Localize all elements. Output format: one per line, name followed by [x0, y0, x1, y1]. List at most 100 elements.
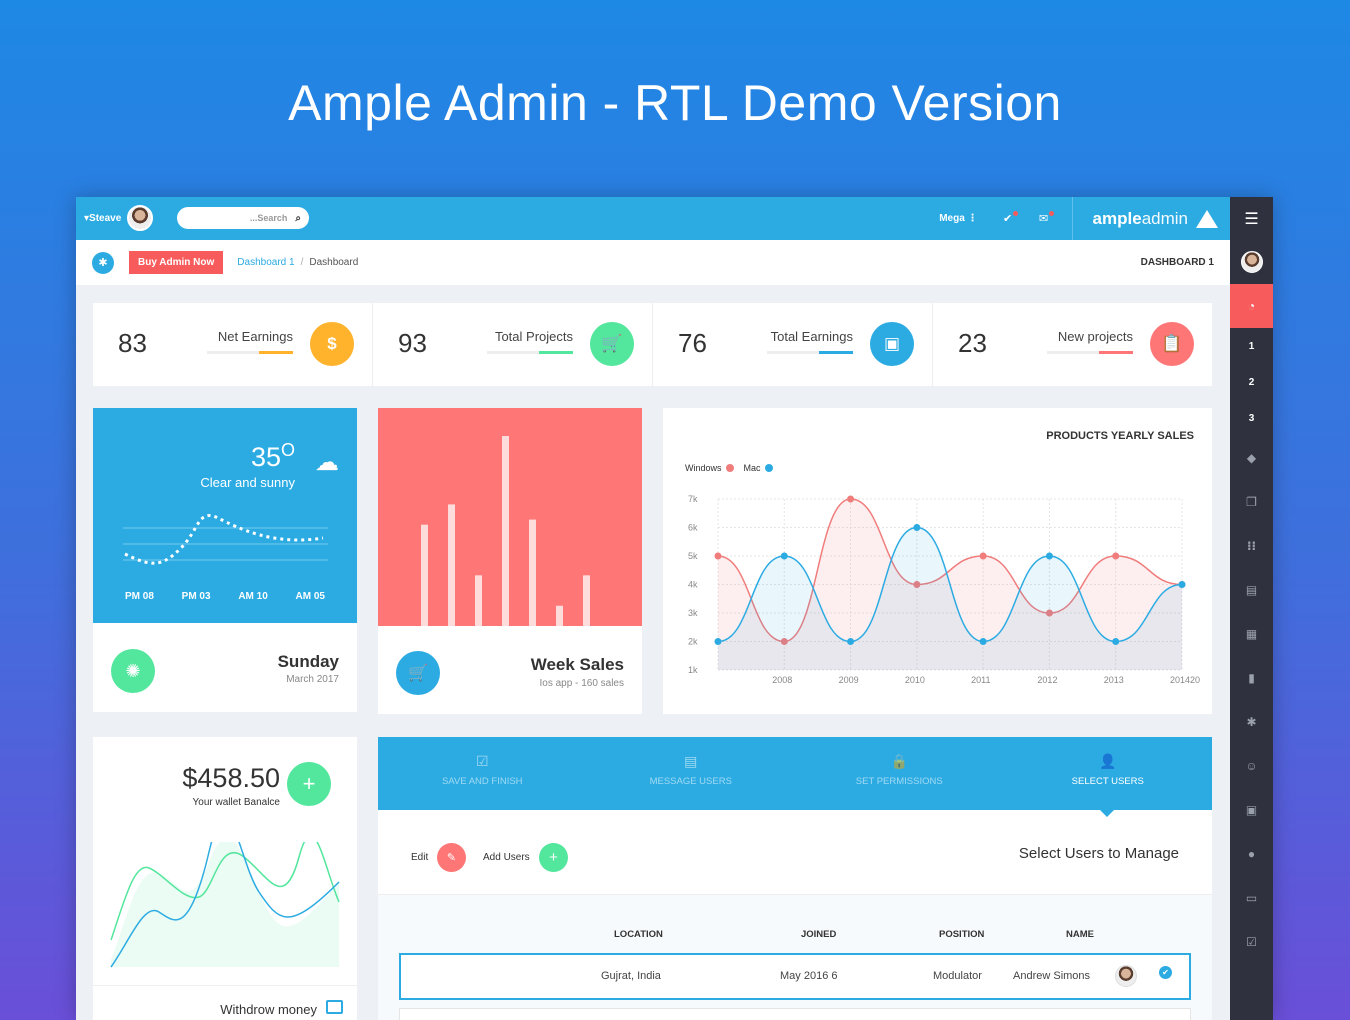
data-point-mac[interactable]	[913, 524, 921, 531]
paint-icon[interactable]: ◆	[1246, 451, 1257, 465]
chart-icon[interactable]: ▮	[1248, 671, 1255, 685]
data-point-windows[interactable]	[979, 552, 987, 560]
step-label: SAVE AND FINISH	[441, 776, 523, 787]
wallet-chart	[110, 842, 340, 968]
step-set-permissions[interactable]: 🔒 SET PERMISSIONS	[795, 737, 1004, 810]
copy-icon[interactable]: ❐	[1246, 495, 1257, 509]
data-point-mac[interactable]	[1178, 581, 1186, 588]
breadcrumb-current: Dashboard	[309, 257, 359, 268]
stat-net-earnings: 83 Net Earnings $	[93, 303, 373, 386]
sidebar-item-1[interactable]: 1	[1248, 340, 1255, 352]
calendar-icon[interactable]: ▭	[1245, 891, 1258, 905]
search-input[interactable]: ...Search ⌕	[177, 207, 309, 229]
data-point-mac[interactable]	[1112, 638, 1120, 645]
step-message-users[interactable]: ▤ MESSAGE USERS	[587, 737, 796, 810]
x-tick-label: 2012	[1037, 675, 1057, 685]
mega-menu[interactable]: Mega ⋮	[939, 213, 978, 224]
column-name[interactable]: NAME	[1066, 929, 1094, 940]
add-funds-button[interactable]: +	[287, 762, 331, 806]
x-tick-label: 2009	[839, 675, 859, 685]
mail-icon[interactable]: ✉	[1036, 210, 1054, 227]
data-point-windows[interactable]	[1112, 552, 1120, 560]
stat-label: Net Earnings	[217, 329, 293, 344]
table-row[interactable]: Gujrat, India May 2016 6 Modulator Andre…	[399, 953, 1191, 1000]
map-icon[interactable]: ▣	[1245, 803, 1258, 817]
smile-icon[interactable]: ☺	[1245, 759, 1258, 773]
legend-dot	[725, 464, 734, 472]
promo-title: Ample Admin - RTL Demo Version	[288, 75, 1062, 131]
data-point-mac[interactable]	[780, 552, 788, 560]
settings-button[interactable]: ✱	[92, 251, 114, 274]
data-point-mac[interactable]	[1045, 552, 1053, 560]
data-point-mac[interactable]	[714, 638, 722, 645]
data-point-windows[interactable]	[847, 495, 855, 503]
products-chart-card: 7k 6k 5k 4k 3k 2k 1k 2008 2009 2010 2011 2012 2013 20…	[663, 408, 1212, 714]
chart-legend: Windows Mac	[685, 463, 783, 473]
series-line-mac	[717, 526, 1183, 643]
series-area-mac	[718, 527, 1182, 670]
data-point-windows[interactable]	[714, 552, 722, 560]
data-point-mac[interactable]	[979, 638, 987, 645]
x-tick-label: 201420	[1170, 675, 1200, 685]
location-icon[interactable]: ●	[1247, 847, 1256, 861]
legend-dot	[764, 464, 773, 472]
wallet-caption: Your wallet Banalce	[192, 797, 280, 808]
sidebar-item-3[interactable]: 3	[1248, 412, 1255, 424]
apps-icon[interactable]: ⁝⁝	[1246, 539, 1257, 553]
clipboard-icon[interactable]: ▤	[1245, 583, 1258, 597]
legend-windows: Windows	[685, 463, 722, 473]
add-users-button[interactable]: +	[539, 843, 568, 872]
brand-logo[interactable]: ample admin	[1093, 209, 1218, 229]
step-select-users[interactable]: 👤 SELECT USERS	[1004, 737, 1213, 810]
menu-icon[interactable]: ☰	[1230, 197, 1273, 240]
tasks-icon[interactable]: ✔	[1000, 210, 1018, 227]
message-icon: ▤	[684, 753, 698, 769]
step-label: SET PERMISSIONS	[855, 776, 943, 787]
column-location[interactable]: LOCATION	[614, 929, 663, 940]
temperature: 35O	[251, 440, 295, 473]
sales-bar	[556, 605, 563, 626]
avatar[interactable]	[127, 205, 154, 231]
wallet-icon[interactable]	[326, 1000, 343, 1014]
table-icon[interactable]: ▦	[1245, 627, 1258, 641]
data-point-windows[interactable]	[780, 638, 788, 645]
stat-label: Total Projects	[494, 329, 573, 344]
stat-value: 76	[678, 328, 707, 358]
withdraw-link[interactable]: Withdrow money	[220, 1002, 317, 1017]
sidebar-item-2[interactable]: 2	[1248, 376, 1255, 388]
edit-button[interactable]: ✎	[437, 843, 466, 872]
breadcrumb-link[interactable]: Dashboard 1	[237, 257, 295, 268]
check-icon[interactable]: ✔	[1159, 966, 1172, 979]
logo-light: admin	[1141, 208, 1188, 228]
data-point-windows[interactable]	[1045, 609, 1053, 617]
y-tick-label: 1k	[688, 665, 698, 675]
stat-progress	[1047, 351, 1133, 354]
stat-value: 83	[118, 328, 147, 358]
table-row[interactable]	[399, 1008, 1191, 1020]
gear-icon[interactable]: ✱	[1246, 715, 1257, 729]
data-point-mac[interactable]	[847, 638, 855, 645]
sidebar: ☰ ◔ 1 2 3 ◆ ❐ ⁝⁝ ▤ ▦ ▮ ✱ ☺ ▣ ● ▭ ☑	[1230, 197, 1273, 1020]
user-menu[interactable]: ▾ Steave	[84, 205, 154, 231]
column-joined[interactable]: JOINED	[801, 929, 837, 940]
dashboard-icon[interactable]: ◔	[1230, 284, 1273, 328]
buy-admin-button[interactable]: Buy Admin Now	[129, 251, 224, 274]
data-point-windows[interactable]	[913, 581, 921, 588]
checkbox-icon[interactable]: ☑	[1246, 935, 1257, 949]
search-icon[interactable]: ⌕	[295, 212, 301, 224]
step-save-and-finish[interactable]: ☑ SAVE AND FINISH	[378, 737, 587, 810]
sun-icon: ✺	[111, 649, 155, 693]
top-navbar: ▾ Steave ...Search ⌕ Mega ⋮ ✔ ✉ ample adm…	[76, 197, 1230, 240]
sales-bar	[448, 504, 455, 626]
products-chart: 7k 6k 5k 4k 3k 2k 1k 2008 2009 2010 2011 2012 2013 20…	[688, 494, 1200, 685]
stat-value: 23	[958, 328, 987, 358]
weather-date: March 2017	[286, 674, 339, 685]
weather-line	[123, 514, 328, 565]
time-label: AM 05	[295, 591, 325, 602]
week-sales-subtitle: Ios app - 160 sales	[539, 678, 625, 689]
column-position[interactable]: POSITION	[939, 929, 985, 940]
stat-progress	[207, 351, 293, 354]
wallet-card: $458.50 Your wallet Banalce + Withdrow m…	[93, 737, 357, 1020]
sidebar-avatar[interactable]	[1230, 240, 1273, 284]
sales-bar	[475, 575, 482, 626]
